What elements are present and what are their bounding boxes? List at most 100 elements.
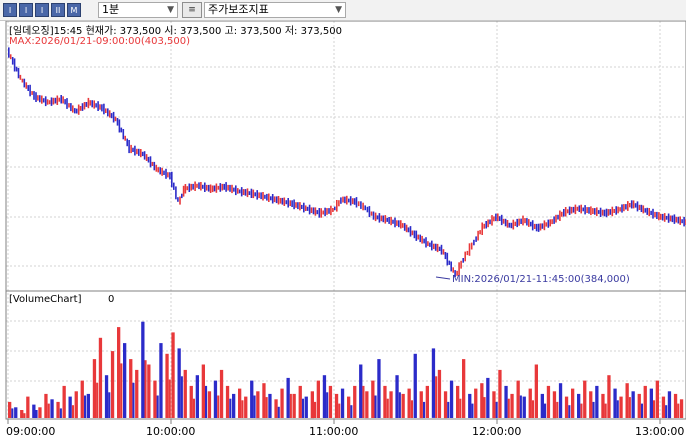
volume-bar: [410, 400, 413, 418]
price-candle: [336, 200, 338, 212]
price-candle: [318, 208, 321, 218]
price-candle: [281, 197, 284, 205]
price-candle: [186, 186, 189, 191]
price-candle: [231, 184, 233, 194]
toolbar: I I I II M 1분 ▼ ≡ 주가보조지표 ▼: [0, 0, 686, 21]
price-candle: [213, 185, 216, 192]
price-candle: [528, 219, 530, 227]
price-candle: [366, 206, 369, 213]
price-candle: [153, 161, 156, 171]
interval-value: 1분: [102, 3, 120, 16]
price-candle: [658, 212, 660, 221]
price-candle: [306, 206, 309, 211]
price-candle: [171, 171, 173, 188]
volume-bar: [528, 388, 532, 418]
price-candle: [310, 207, 313, 213]
price-candle: [601, 209, 604, 216]
volume-bar: [80, 380, 84, 418]
price-candle: [338, 200, 340, 207]
price-candle: [679, 216, 681, 225]
price-candle: [190, 183, 192, 191]
price-candle: [454, 270, 456, 278]
volume-bar: [589, 391, 593, 419]
volume-bar: [353, 385, 357, 418]
volume-bar: [171, 332, 175, 418]
price-candle: [192, 183, 194, 190]
price-candle: [475, 236, 477, 242]
minute-button[interactable]: I: [19, 3, 33, 17]
volume-bar: [26, 396, 30, 418]
price-candle: [596, 207, 598, 217]
x-tick-label: 09:00:00: [6, 425, 55, 438]
price-candle: [372, 211, 375, 220]
price-candle: [240, 187, 243, 197]
price-candle: [103, 103, 105, 115]
price-candle: [175, 186, 177, 200]
price-candle: [89, 100, 92, 106]
price-candle: [549, 219, 551, 227]
day-button[interactable]: I: [35, 3, 49, 17]
price-candle: [248, 191, 251, 195]
volume-bar: [292, 393, 296, 418]
price-candle: [136, 148, 138, 155]
price-candle: [340, 197, 342, 204]
volume-bar: [205, 385, 208, 418]
volume-bar: [183, 369, 187, 418]
price-candle: [661, 213, 664, 221]
volume-bar: [62, 385, 66, 418]
price-candle: [29, 84, 31, 97]
price-candle: [456, 270, 458, 276]
volume-bar: [431, 348, 436, 418]
interval-select[interactable]: 1분 ▼: [98, 2, 178, 18]
price-candle: [468, 243, 471, 256]
volume-bar: [14, 407, 18, 418]
week-button[interactable]: II: [51, 3, 65, 17]
price-candle: [209, 184, 212, 193]
x-tick-label: 13:00:00: [635, 425, 684, 438]
indicator-select[interactable]: 주가보조지표 ▼: [204, 2, 346, 18]
volume-bar: [607, 375, 611, 418]
volume-bar: [207, 391, 212, 419]
price-candle: [330, 205, 332, 216]
volume-bar: [577, 393, 581, 418]
price-candle: [235, 185, 237, 196]
volume-bar: [195, 375, 199, 418]
price-candle: [623, 204, 625, 212]
price-candle: [652, 208, 654, 219]
price-candle: [491, 215, 493, 226]
volume-bar: [374, 395, 377, 418]
price-candle: [413, 230, 416, 239]
tick-button[interactable]: I: [3, 3, 17, 17]
volume-bar: [289, 393, 292, 418]
volume-bar: [558, 383, 563, 418]
indicator-icon[interactable]: ≡: [182, 2, 202, 18]
volume-bar: [274, 399, 278, 418]
price-candle: [584, 205, 586, 215]
volume-bar: [386, 398, 389, 418]
price-candle: [597, 210, 600, 214]
volume-bar: [679, 399, 684, 418]
volume-bar: [98, 337, 103, 419]
volume-bar: [340, 388, 345, 418]
volume-bar: [673, 393, 678, 418]
price-candle: [314, 207, 317, 216]
price-candle: [64, 99, 66, 105]
price-candle: [613, 209, 615, 213]
volume-bar: [425, 385, 429, 418]
price-candle: [157, 167, 159, 173]
volume-bar: [365, 391, 369, 419]
volume-bar: [413, 353, 417, 418]
month-button[interactable]: M: [67, 3, 81, 17]
volume-bar: [580, 403, 583, 418]
chevron-down-icon: ▼: [167, 5, 174, 15]
price-candle: [570, 206, 573, 214]
price-candle: [619, 207, 621, 212]
price-candle: [173, 182, 175, 190]
price-candle: [244, 189, 247, 196]
price-candle: [342, 196, 344, 203]
price-candle: [415, 230, 418, 241]
price-candle: [663, 213, 666, 222]
price-candle: [355, 197, 358, 208]
price-candle: [279, 197, 282, 204]
volume-bar: [498, 369, 502, 418]
